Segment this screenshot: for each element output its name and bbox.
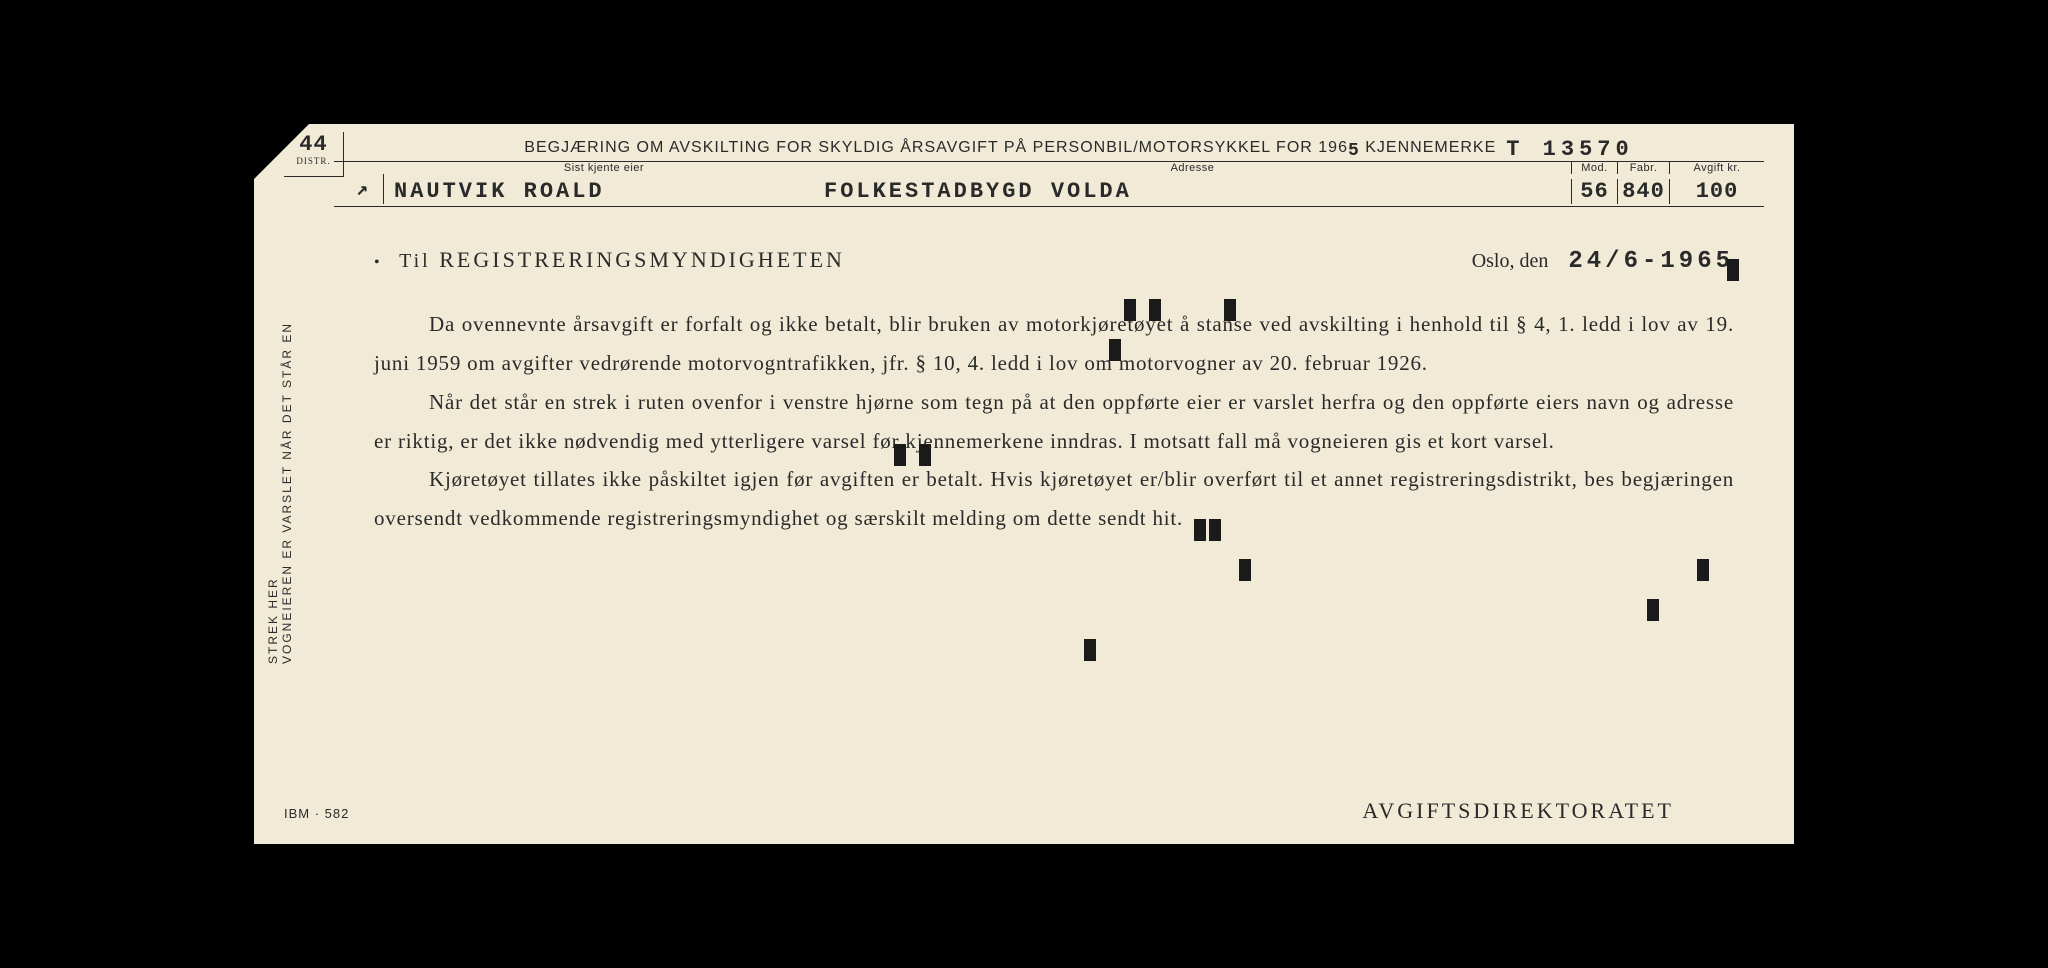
label-fee: Avgift kr. xyxy=(1669,162,1764,174)
field-labels: Sist kjente eier Adresse Mod. Fabr. Avgi… xyxy=(334,162,1764,174)
divider-bottom xyxy=(334,206,1764,207)
date-section: Oslo, den 24/6-1965 xyxy=(1472,248,1734,275)
header-section: 44 DISTR. BEGJÆRING OM AVSKILTING FOR SK… xyxy=(254,124,1794,207)
punch-mark xyxy=(1109,339,1121,361)
punch-mark xyxy=(1209,519,1221,541)
field-values: ↗ NAUTVIK ROALD FOLKESTADBYGD VOLDA 56 8… xyxy=(334,174,1764,204)
label-address: Adresse xyxy=(814,162,1571,174)
signature: AVGIFTSDIREKTORATET xyxy=(1362,798,1674,824)
kjennemerke-value: T 13570 xyxy=(1506,137,1633,162)
punch-mark xyxy=(1239,559,1251,581)
title-prefix: BEGJÆRING OM AVSKILTING FOR SKYLDIG ÅRSA… xyxy=(524,139,1348,156)
cut-corner xyxy=(254,124,309,179)
addressee-prefix: Til xyxy=(399,250,431,272)
paragraph-1: Da ovennevnte årsavgift er forfalt og ik… xyxy=(374,305,1734,383)
footer: IBM · 582 AVGIFTSDIREKTORATET xyxy=(254,798,1794,824)
punch-mark xyxy=(1224,299,1236,321)
paragraph-2: Når det står en strek i ruten ovenfor i … xyxy=(374,383,1734,461)
punch-mark xyxy=(919,444,931,466)
label-owner: Sist kjente eier xyxy=(394,162,814,174)
fabr-value: 840 xyxy=(1617,179,1669,204)
punch-mark xyxy=(1194,519,1206,541)
title-line: BEGJÆRING OM AVSKILTING FOR SKYLDIG ÅRSA… xyxy=(334,134,1764,159)
punch-mark xyxy=(1084,639,1096,661)
punch-mark xyxy=(894,444,906,466)
kjennemerke-label: KJENNEMERKE xyxy=(1365,139,1496,156)
bullet-icon: • xyxy=(374,254,383,271)
paragraph-3: Kjøretøyet tillates ikke påskiltet igjen… xyxy=(374,460,1734,538)
fee-value: 100 xyxy=(1669,179,1764,204)
checkmark-icon: ↗ xyxy=(356,176,371,202)
owner-name: NAUTVIK ROALD xyxy=(394,179,824,204)
punch-mark xyxy=(1149,299,1161,321)
addressee-line: • Til REGISTRERINGSMYNDIGHETEN Oslo, den… xyxy=(374,247,1734,275)
label-fabr: Fabr. xyxy=(1617,162,1669,174)
owner-address: FOLKESTADBYGD VOLDA xyxy=(824,179,1571,204)
checkmark-box: ↗ xyxy=(344,174,384,204)
body-section: • Til REGISTRERINGSMYNDIGHETEN Oslo, den… xyxy=(254,207,1794,558)
punch-mark xyxy=(1697,559,1709,581)
year-suffix: 5 xyxy=(1348,141,1360,161)
document-card: VOGNEIEREN ER VARSLET NÅR DET STÅR EN ST… xyxy=(254,124,1794,844)
punch-mark xyxy=(1124,299,1136,321)
date-location: Oslo, den xyxy=(1472,250,1549,272)
date-value: 24/6-1965 xyxy=(1568,248,1734,275)
punch-mark xyxy=(1727,259,1739,281)
body-text: Da ovennevnte årsavgift er forfalt og ik… xyxy=(374,305,1734,538)
vertical-label: VOGNEIEREN ER VARSLET NÅR DET STÅR EN ST… xyxy=(266,304,294,664)
addressee: • Til REGISTRERINGSMYNDIGHETEN xyxy=(374,247,845,273)
addressee-name: REGISTRERINGSMYNDIGHETEN xyxy=(439,247,845,272)
punch-mark xyxy=(1647,599,1659,621)
model-value: 56 xyxy=(1571,179,1617,204)
form-id: IBM · 582 xyxy=(284,806,349,821)
label-model: Mod. xyxy=(1571,162,1617,174)
